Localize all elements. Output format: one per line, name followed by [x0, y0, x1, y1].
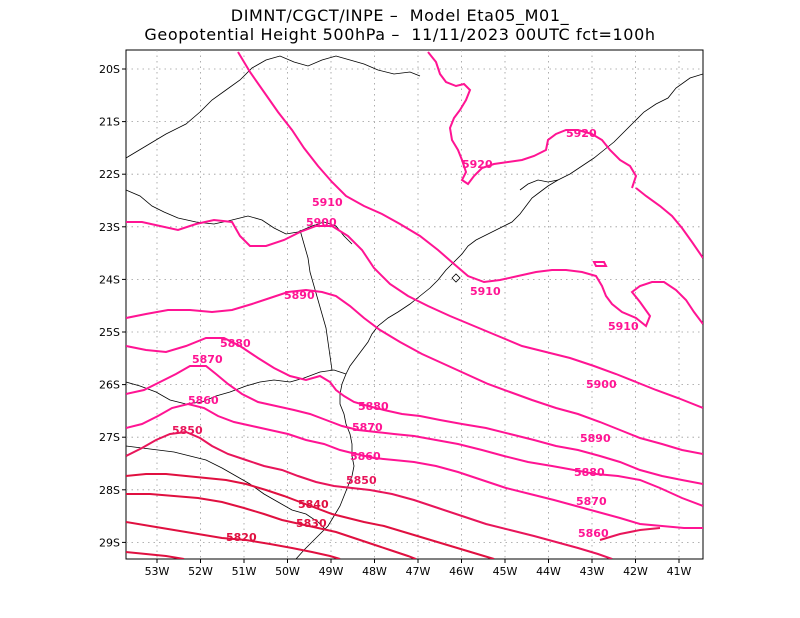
contour-label: 5900 — [306, 216, 337, 229]
map-title-line-2: Geopotential Height 500hPa – 11/11/2023 … — [144, 25, 656, 44]
contour-label: 5890 — [284, 289, 315, 302]
lat-tick-label: 24S — [99, 273, 120, 286]
contour-label: 5870 — [192, 353, 223, 366]
map-title-line-1: DIMNT/CGCT/INPE – Model Eta05_M01_ — [230, 6, 570, 25]
contour-label: 5880 — [574, 466, 605, 479]
lon-tick-label: 50W — [275, 565, 300, 578]
lat-tick-label: 26S — [99, 379, 120, 392]
contour-label: 5920 — [566, 127, 597, 140]
coastline — [295, 73, 703, 559]
state-border — [519, 179, 559, 191]
lat-tick-label: 23S — [99, 221, 120, 234]
geopotential-contours — [126, 51, 703, 559]
contour-label: 5890 — [580, 432, 611, 445]
contour-label: 5860 — [188, 394, 219, 407]
lon-tick-label: 49W — [319, 565, 344, 578]
state-border — [126, 369, 347, 405]
lat-tick-label: 25S — [99, 326, 120, 339]
lon-tick-label: 42W — [623, 565, 648, 578]
lat-tick-label: 21S — [99, 116, 120, 129]
contour-label: 5830 — [296, 517, 327, 530]
contour-label: 5880 — [358, 400, 389, 413]
lon-tick-label: 48W — [362, 565, 387, 578]
contour-5860-south — [599, 527, 661, 541]
state-border — [126, 445, 327, 531]
latitude-labels: 20S 21S 22S 23S 24S 25S 26S 27S 28S 29S — [99, 63, 120, 549]
lon-tick-label: 44W — [536, 565, 561, 578]
state-border — [126, 189, 353, 245]
contour-label: 5870 — [352, 421, 383, 434]
lon-tick-label: 52W — [188, 565, 213, 578]
contour-5910 — [237, 51, 703, 328]
state-border — [126, 55, 421, 159]
contour-5910-ne — [635, 187, 703, 259]
axis-ticks — [122, 68, 680, 563]
lon-tick-label: 51W — [232, 565, 257, 578]
contour-5890 — [126, 288, 703, 455]
contour-5830 — [126, 493, 417, 559]
plot-frame — [125, 49, 704, 560]
contour-labels: 5920 5920 5910 5910 5910 5900 5900 5890 … — [172, 127, 639, 544]
contour-label: 5860 — [578, 527, 609, 540]
lon-tick-label: 46W — [449, 565, 474, 578]
contour-5820 — [126, 521, 341, 559]
lat-tick-label: 22S — [99, 168, 120, 181]
lat-tick-label: 28S — [99, 484, 120, 497]
contour-5860 — [126, 402, 703, 529]
lon-tick-label: 45W — [493, 565, 518, 578]
lat-tick-label: 29S — [99, 536, 120, 549]
lon-tick-label: 47W — [406, 565, 431, 578]
contour-5880 — [126, 337, 703, 485]
lon-tick-label: 53W — [145, 565, 170, 578]
contour-label: 5860 — [350, 450, 381, 463]
contour-label: 5870 — [576, 495, 607, 508]
contour-label: 5910 — [312, 196, 343, 209]
contour-5870 — [126, 365, 703, 507]
contour-label: 5820 — [226, 531, 257, 544]
contour-5850 — [126, 430, 613, 559]
contour-5810 — [126, 551, 185, 559]
lat-tick-label: 27S — [99, 431, 120, 444]
contour-label: 5910 — [608, 320, 639, 333]
contour-label: 5850 — [346, 474, 377, 487]
contour-label: 5910 — [470, 285, 501, 298]
contour-5840 — [126, 473, 495, 559]
island — [451, 273, 461, 283]
contour-label: 5880 — [220, 337, 251, 350]
longitude-labels: 53W 52W 51W 50W 49W 48W 47W 46W 45W 44W 43W 42W 41W — [145, 565, 692, 578]
contour-label: 5850 — [172, 424, 203, 437]
contour-label: 5920 — [462, 158, 493, 171]
contour-5900 — [126, 218, 703, 409]
lon-tick-label: 41W — [667, 565, 692, 578]
contour-5920-east — [592, 261, 608, 267]
coastline-and-borders — [126, 55, 703, 559]
contour-label: 5840 — [298, 498, 329, 511]
state-border — [299, 229, 333, 371]
lat-tick-label: 20S — [99, 63, 120, 76]
contour-label: 5900 — [586, 378, 617, 391]
lon-tick-label: 43W — [580, 565, 605, 578]
contour-5920-west — [427, 51, 638, 189]
